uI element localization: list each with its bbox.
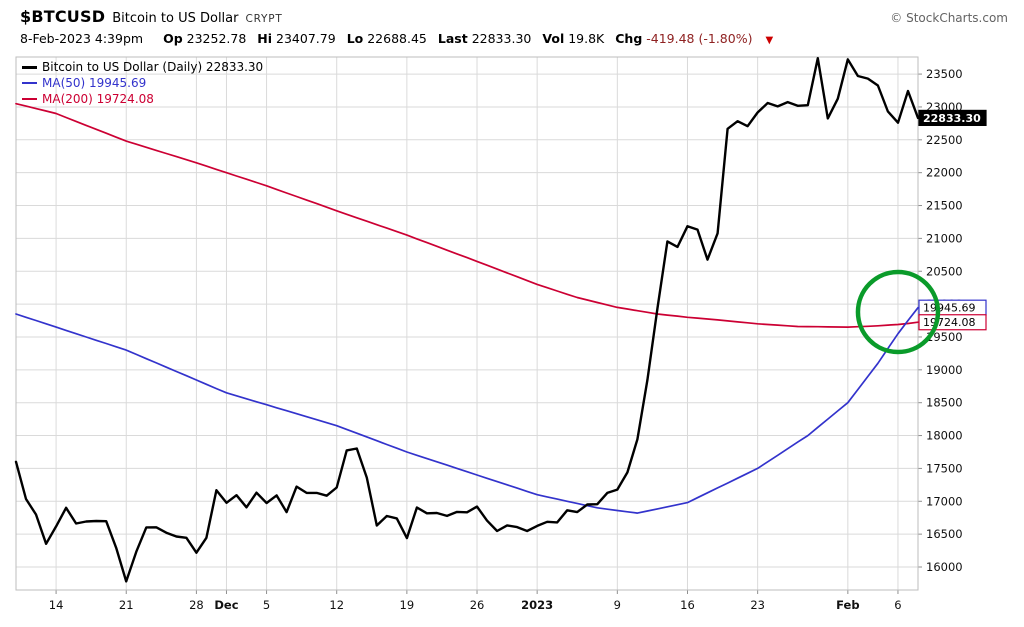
y-axis-label: 19000 [926,363,963,377]
price-label-box [918,109,987,127]
chart-legend: Bitcoin to US Dollar (Daily) 22833.30 MA… [22,59,263,107]
chart-datetime: 8-Feb-2023 4:39pm [20,31,144,46]
legend-item-price: Bitcoin to US Dollar (Daily) 22833.30 [22,59,263,75]
ma200-line [15,102,919,328]
high-value: 23407.79 [276,31,336,46]
y-axis-label: 23500 [926,67,963,81]
x-axis-label: 6 [894,598,901,612]
open-value: 23252.78 [186,31,247,46]
ticker-symbol: $BTCUSD [20,7,106,26]
x-axis-label: 26 [470,598,485,612]
exchange-label: CRYPT [245,13,283,25]
legend-label: MA(200) 19724.08 [42,92,154,106]
golden-cross-circle-annotation [855,269,941,355]
y-axis-label: 20500 [926,264,963,278]
legend-item-ma200: MA(200) 19724.08 [22,91,263,107]
x-axis-label: 9 [614,598,621,612]
x-axis-label: Feb [836,598,859,612]
x-axis-label: 5 [263,598,270,612]
plot-border [15,56,919,591]
ma50-line [15,306,919,514]
change-value: -419.48 (-1.80%) [646,31,753,46]
price-line-swatch-icon [22,65,37,69]
price-label-text: 19945.69 [923,302,976,315]
instrument-name: Bitcoin to US Dollar [112,11,239,26]
last-quote: Last 22833.30 [437,31,532,46]
down-arrow-icon: ▼ [765,35,774,46]
y-axis-label: 18000 [926,429,963,443]
y-axis-label: 16000 [926,560,963,574]
quote-summary-bar: 8-Feb-2023 4:39pm Op 23252.78 Hi 23407.7… [20,31,1008,46]
x-axis-label: 2023 [521,598,553,612]
x-axis-label: 14 [49,598,64,612]
y-axis-label: 16500 [926,527,963,541]
high-quote: Hi 23407.79 [257,31,336,46]
y-axis-label: 17000 [926,494,963,508]
instrument-title: $BTCUSD Bitcoin to US Dollar CRYPT [20,7,283,26]
low-value: 22688.45 [367,31,427,46]
volume-value: 19.8K [568,31,605,46]
x-axis-label: Dec [214,598,238,612]
x-axis-label: 12 [329,598,344,612]
legend-label: Bitcoin to US Dollar (Daily) 22833.30 [42,60,264,74]
x-axis-label: 21 [119,598,134,612]
y-axis-label: 22000 [926,166,963,180]
legend-item-ma50: MA(50) 19945.69 [22,75,263,91]
price-line [14,57,920,583]
y-axis-label: 18500 [926,396,963,410]
x-axis-label: 16 [680,598,695,612]
chart-header: $BTCUSD Bitcoin to US Dollar CRYPT © Sto… [20,7,1008,26]
x-axis-label: 28 [189,598,204,612]
legend-label: MA(50) 19945.69 [42,76,147,90]
price-label-text: 22833.30 [923,112,981,125]
low-quote: Lo 22688.45 [346,31,427,46]
last-value: 22833.30 [471,31,532,46]
open-quote: Op 23252.78 [163,31,247,46]
ma50-line-swatch-icon [22,82,37,84]
volume-quote: Vol 19.8K [542,31,605,46]
ma200-line-swatch-icon [22,98,37,100]
stockcharts-credit: © StockCharts.com [890,11,1008,25]
y-axis-label: 22500 [926,133,963,147]
x-axis-label: 19 [400,598,415,612]
change-quote: Chg -419.48 (-1.80%) [615,31,753,46]
y-axis-label: 21500 [926,199,963,213]
x-axis-label: 23 [750,598,765,612]
y-axis-label: 19500 [926,330,963,344]
y-axis-label: 17500 [926,461,963,475]
price-label-text: 19724.08 [923,316,976,329]
y-axis-label: 21000 [926,231,963,245]
